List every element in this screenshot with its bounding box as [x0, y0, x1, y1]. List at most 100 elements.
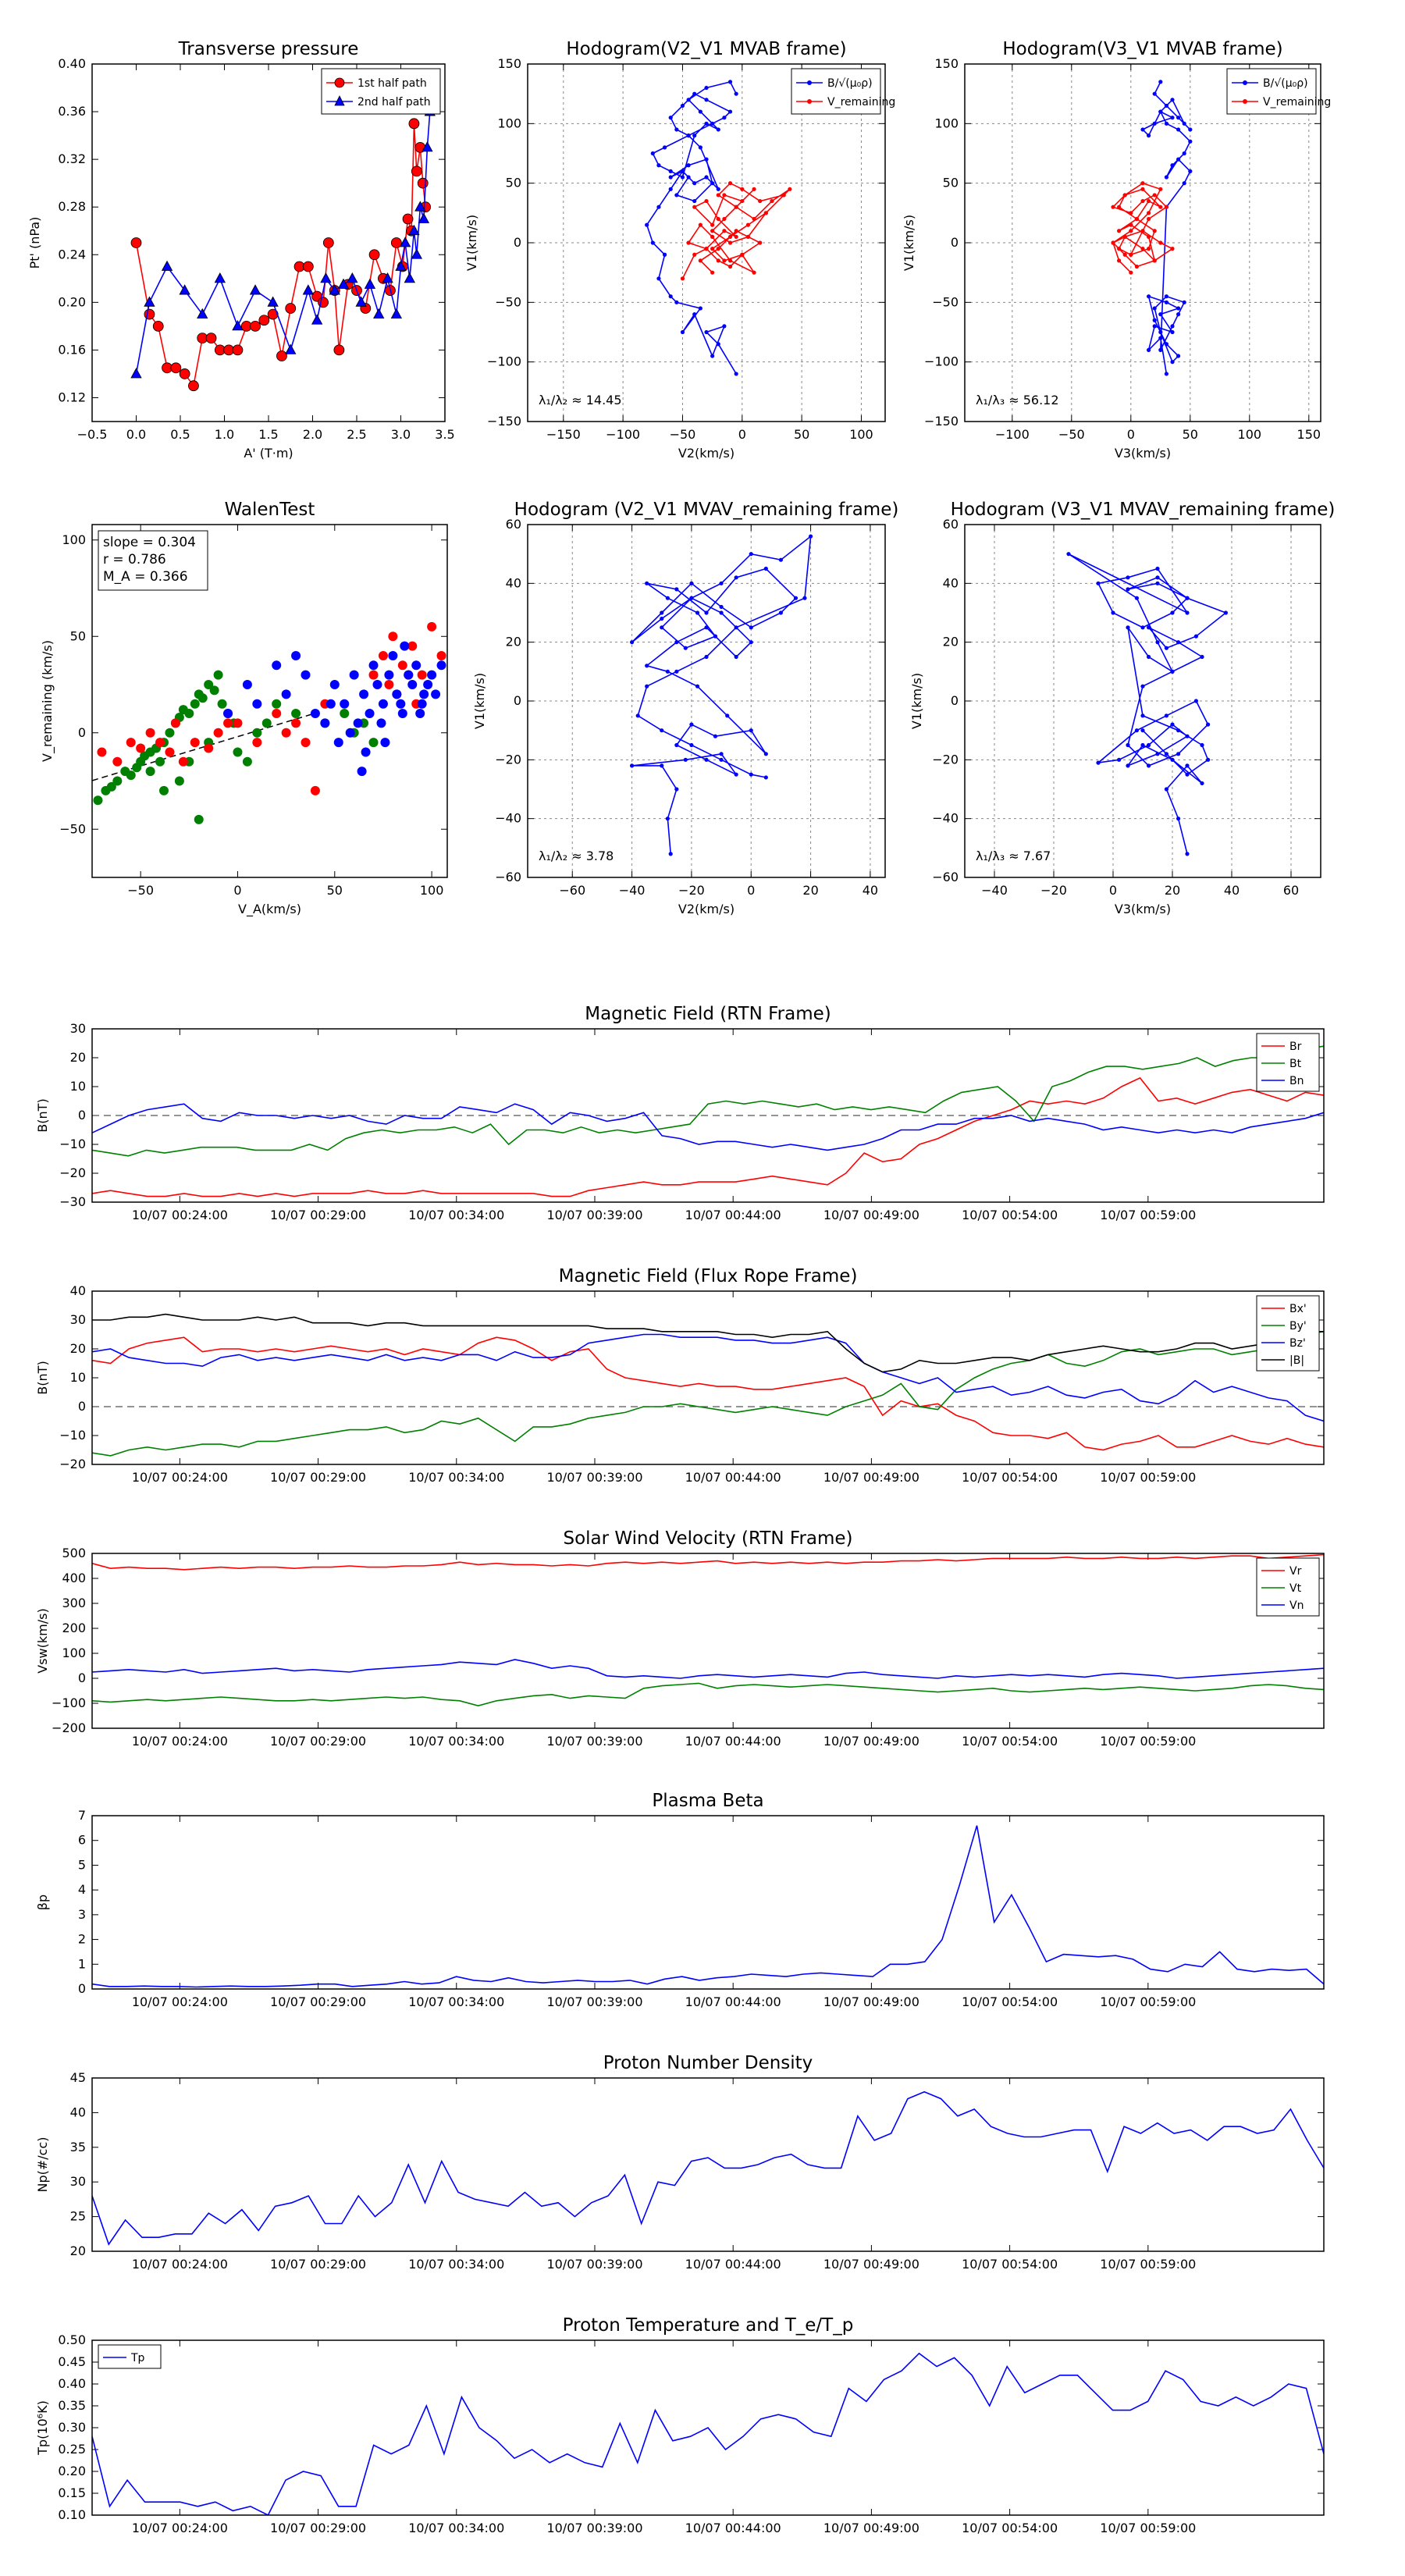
bfield_rtn-ylabel: B(nT) [35, 1098, 50, 1132]
vsw-xtick-label: 10/07 00:34:00 [408, 1734, 504, 1749]
bfield_fr-ylabel: B(nT) [35, 1361, 50, 1394]
hodo3-series-0-point [749, 625, 753, 630]
walen-series-0-point [106, 781, 116, 792]
hodo4-series-0-point [1170, 610, 1175, 615]
walen-series-0-point [145, 767, 155, 777]
hodo3-series-0-point [668, 852, 673, 856]
hodo1-series-0-point [686, 98, 691, 102]
hodo4-series-0-point [1200, 781, 1204, 786]
hodo1-series-0-point [710, 181, 715, 186]
hodo4-series-0-point [1155, 575, 1160, 580]
np-ytick-label: 25 [70, 2209, 86, 2224]
bfield_fr-legend-label: Bx' [1289, 1303, 1307, 1315]
walen-xtick-label: 0 [233, 883, 241, 898]
tp-series-1-point [355, 296, 367, 307]
tp_temp-ylabel: Tp(10⁶K) [35, 2400, 50, 2456]
vsw-xtick-label: 10/07 00:44:00 [685, 1734, 781, 1749]
tp-xtick-label: 3.0 [391, 427, 411, 442]
hodo3-series-0-point [674, 742, 679, 748]
hodo2-series-0-point [1170, 98, 1175, 102]
tp_temp-frame [91, 2339, 1325, 2516]
hodo2-series-1-point [1129, 229, 1133, 233]
hodo3-series-0-point [778, 557, 784, 562]
hodo4-series-0-point [1140, 742, 1145, 748]
hodo2-series-0-point [1152, 318, 1157, 322]
bfield_rtn-series-Br-line [92, 1076, 1324, 1197]
walen-series-2-point [329, 680, 340, 690]
hodo3-series-0-point [645, 581, 649, 585]
hodo3-series-0-point [808, 534, 813, 539]
hodo3-series-0-point [660, 728, 664, 733]
tp-title: Transverse pressure [178, 39, 359, 59]
hodo4-series-0-point [1155, 581, 1160, 585]
bfield_fr-series-B-line [92, 1313, 1324, 1373]
bfield_rtn-ytick-label: 10 [70, 1079, 86, 1094]
hodo3-series-0-point [719, 752, 724, 756]
hodo1-series-0-point [704, 85, 709, 91]
hodo2-ytick-label: 0 [951, 235, 959, 250]
hodo3-series-0-point [683, 646, 688, 650]
tp-series-1-point [422, 141, 433, 152]
hodo3-annotation: λ₁/λ₂ ≈ 3.78 [539, 849, 614, 863]
hodo2-frame [964, 63, 1321, 422]
hodo4-series-0-point [1176, 728, 1181, 733]
hodo2-series-1-point [1129, 252, 1133, 257]
bfield_rtn-chart: 10/07 00:24:00 10/07 00:29:00 10/07 00:34:… [35, 1004, 1325, 1222]
bfield_rtn-xtick-label: 10/07 00:49:00 [823, 1208, 919, 1222]
beta-series-p-line [92, 1825, 1324, 1988]
bfield_rtn-series-Bn-line [92, 1103, 1324, 1151]
np-ytick-label: 20 [70, 2243, 86, 2258]
bfield_fr-plot-area [92, 1313, 1324, 1457]
bfield_fr-title: Magnetic Field (Flux Rope Frame) [559, 1266, 858, 1286]
hodo1-series-0-point [680, 175, 685, 180]
bfield_fr-ytick-label: 30 [70, 1312, 86, 1327]
hodo1-series-0-point [656, 163, 661, 168]
hodo1-ytick-label: −50 [495, 294, 521, 309]
bfield_rtn-legend-box [1256, 1033, 1320, 1092]
hodo2-series-0-point [1176, 157, 1181, 162]
tp_temp-ytick-label: 0.10 [58, 2507, 86, 2522]
hodo2-series-0-point [1158, 336, 1163, 340]
hodo2-series-0-point [1188, 139, 1193, 144]
walen-series-1-point [136, 743, 146, 753]
tp-series-1-point [399, 237, 411, 247]
hodo4-series-0-point [1155, 640, 1160, 645]
walen-series-2-point [427, 670, 437, 680]
tp_temp-plot-area [92, 2352, 1324, 2515]
hodo3-ytick-label: 60 [506, 517, 521, 532]
hodo2-series-0-point [1176, 127, 1181, 132]
hodo1-series-0-point [662, 252, 667, 257]
vsw-legend-box [1256, 1557, 1320, 1617]
hodo4-series-0-point [1206, 722, 1211, 727]
hodo2-series-1-point [1158, 187, 1163, 191]
hodo2-series-1-point [1164, 205, 1168, 209]
beta-ytick-label: 1 [78, 1956, 86, 1971]
hodo1-series-1-point [704, 247, 709, 251]
hodo1-series-0-point [668, 169, 673, 173]
walen-series-2-point [397, 709, 407, 719]
hodo2-series-0-point [1158, 347, 1163, 352]
hodo3-series-0-point [802, 596, 807, 600]
walen-series-2-point [365, 709, 375, 719]
beta-ytick-label: 6 [78, 1833, 86, 1848]
tp-series-1-point [404, 272, 415, 283]
tp_temp-legend-label: Tp [130, 2352, 145, 2364]
hodo3-series-0-point [719, 610, 724, 615]
walen-series-0-point [217, 699, 227, 709]
tp_temp-ytick-label: 0.25 [58, 2442, 86, 2457]
tp-series-1-point [302, 284, 315, 295]
hodo3-series-0-point [704, 654, 709, 660]
bfield_fr-xtick-label: 10/07 00:29:00 [270, 1470, 366, 1485]
hodo1-series-0-point [704, 329, 709, 335]
hodo2-series-0-point [1188, 127, 1193, 132]
tp-series-0-point [152, 320, 164, 332]
bfield_fr-xtick-label: 10/07 00:24:00 [132, 1470, 228, 1485]
hodo2-xtick-label: 100 [1238, 427, 1262, 442]
hodo2-series-1-point [1147, 216, 1151, 222]
walen-stats-line: r = 0.786 [103, 552, 166, 568]
hodo3-series-0-point [704, 625, 709, 630]
tp-plot-area [130, 105, 436, 392]
hodo2-series-0-point [1164, 103, 1168, 109]
vsw-series-Vn-line [92, 1659, 1324, 1679]
hodo2-series-0-point [1147, 347, 1151, 352]
